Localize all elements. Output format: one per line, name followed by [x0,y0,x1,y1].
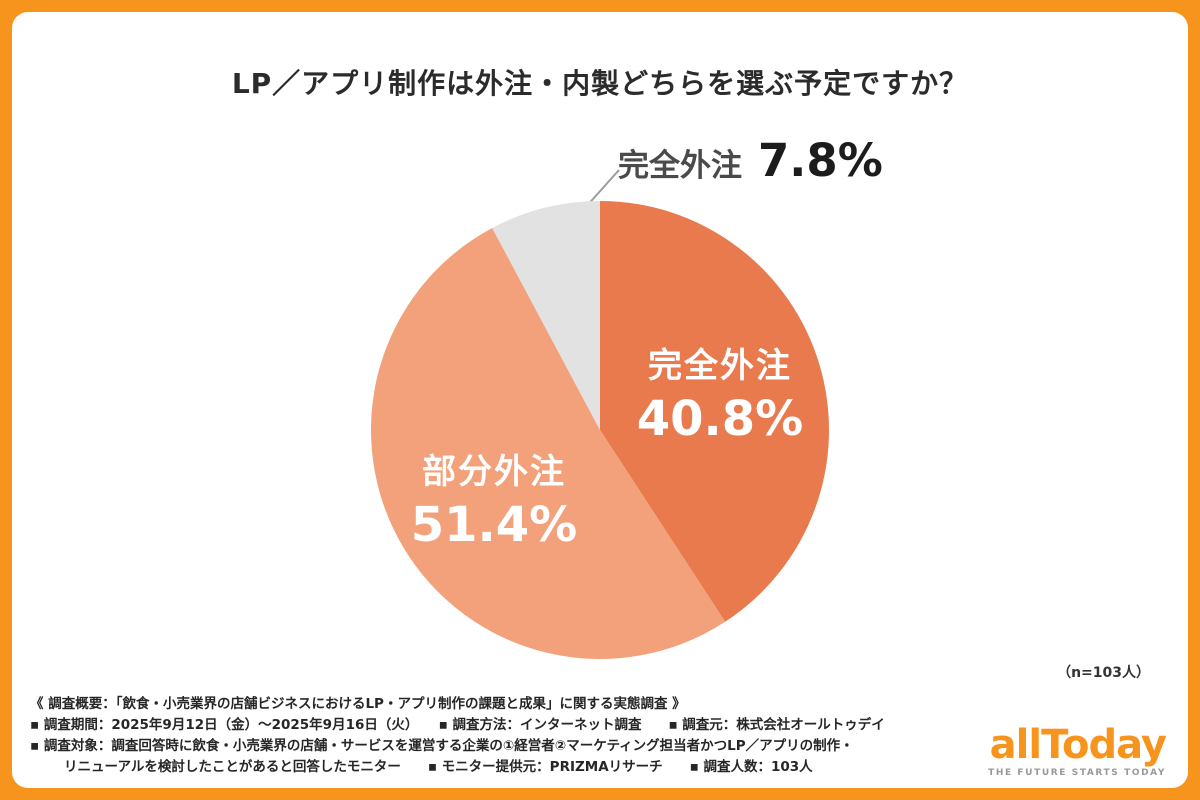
logo-wordmark: allToday [989,722,1167,768]
callout-label: 完全外注 [618,148,742,184]
callout-value: 7.8% [758,134,883,187]
slice-label-full-outsource: 完全外注 40.8% [610,338,830,447]
sample-size-note: （n=103人） [1057,665,1150,681]
slice-name: 部分外注 [422,452,566,492]
slice-name: 完全外注 [648,346,792,386]
footer-line-period-method-source: ▪ 調査期間：2025年9月12日（金）〜2025年9月16日（火） ▪ 調査方… [30,717,885,734]
pie-slice-2 [492,201,600,430]
infographic-card: LP／アプリ制作は外注・内製どちらを選ぶ予定ですか？ 完全外注 7.8% 完全外… [12,12,1188,788]
footer-line-target: ▪ 調査対象：調査回答時に飲食・小売業界の店舗・サービスを運営する企業の①経営者… [30,738,854,755]
slice-pct: 40.8% [636,391,804,447]
alltoday-logo: allToday THE FUTURE STARTS TODAY [988,722,1167,778]
slice-pct: 51.4% [410,497,578,553]
survey-overview: 《 調査概要：「飲食・小売業界の店舗ビジネスにおけるLP・アプリ制作の課題と成果… [30,694,990,778]
slice-label-partial-outsource: 部分外注 51.4% [384,444,604,553]
footer-line-target-continued: リニューアルを検討したことがあると回答したモニター ▪ モニター提供元：PRIZ… [64,759,813,776]
logo-tagline: THE FUTURE STARTS TODAY [988,768,1166,778]
pie-slice-0 [600,201,829,622]
footer-line-overview: 《 調査概要：「飲食・小売業界の店舗ビジネスにおけるLP・アプリ制作の課題と成果… [30,696,686,712]
pie-slice-1 [371,227,726,659]
callout-gray-slice: 完全外注 7.8% [618,134,883,187]
chart-title: LP／アプリ制作は外注・内製どちらを選ぶ予定ですか？ [231,67,969,100]
pie-chart [371,201,829,659]
